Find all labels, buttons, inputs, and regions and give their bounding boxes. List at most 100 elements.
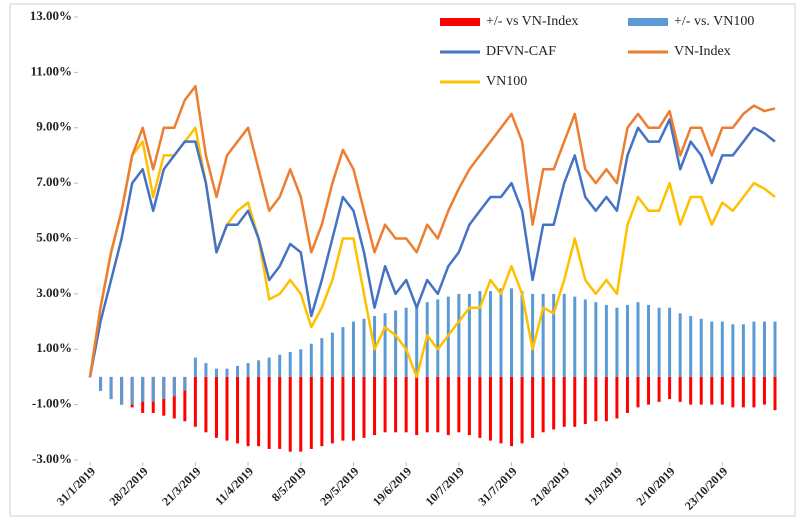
x-tick-label: 31/1/2019 (54, 464, 98, 508)
x-tick-label: 8/5/2019 (269, 464, 309, 504)
bar (657, 376, 661, 402)
bar (741, 376, 745, 408)
y-tick-label: -1.00% (32, 396, 72, 411)
bar (404, 307, 408, 377)
y-tick-label: 7.00% (36, 174, 72, 189)
bar (341, 327, 345, 377)
bar (204, 363, 208, 377)
bar (499, 376, 503, 444)
bar (604, 304, 608, 377)
bar (488, 291, 492, 377)
bar (267, 376, 271, 449)
legend-label: VN100 (486, 74, 527, 89)
bar (562, 293, 566, 377)
bar (214, 368, 218, 377)
bar (436, 376, 440, 433)
bar (573, 376, 577, 427)
bar (520, 291, 524, 377)
bar (541, 293, 545, 377)
bar (689, 316, 693, 377)
x-tick-label: 21/8/2019 (528, 464, 572, 508)
bar (773, 376, 777, 411)
bar (594, 302, 598, 377)
y-tick-label: 9.00% (36, 119, 72, 134)
bar (699, 318, 703, 377)
bar (320, 376, 324, 447)
bar (510, 288, 514, 377)
bar (552, 376, 556, 430)
x-tick-label: 28/2/2019 (106, 464, 150, 508)
bar (162, 376, 166, 400)
bar (636, 376, 640, 408)
bar (172, 376, 176, 419)
bar (246, 376, 250, 447)
bar (625, 376, 629, 413)
bar (488, 376, 492, 441)
bar (130, 376, 134, 405)
bar (236, 365, 240, 377)
bar (446, 376, 450, 436)
bar (604, 376, 608, 422)
bar (710, 321, 714, 377)
bar (309, 343, 313, 377)
bar (478, 376, 482, 438)
y-tick-label: 5.00% (36, 229, 72, 244)
bar (109, 376, 113, 400)
x-tick-label: 2/10/2019 (633, 464, 677, 508)
bar (183, 376, 187, 422)
bar (657, 307, 661, 377)
legend-label: +/- vs. VN100 (674, 14, 754, 29)
bar (562, 376, 566, 427)
bar (467, 376, 471, 436)
bar (267, 357, 271, 377)
bar (520, 376, 524, 444)
bar (88, 376, 92, 378)
bar (731, 324, 735, 377)
bar (204, 376, 208, 433)
x-tick-label: 11/4/2019 (212, 464, 256, 508)
bar (225, 368, 229, 377)
bar (647, 376, 651, 405)
bar (720, 376, 724, 405)
bar (678, 376, 682, 402)
bar (141, 376, 145, 402)
x-tick-label: 23/10/2019 (682, 464, 731, 513)
bar (246, 363, 250, 377)
bar (689, 376, 693, 405)
bar (625, 304, 629, 377)
bar (351, 376, 355, 441)
bar (615, 307, 619, 377)
bar (531, 376, 535, 438)
bar (394, 310, 398, 377)
bar (752, 321, 756, 377)
y-tick-label: 1.00% (36, 340, 72, 355)
bar (720, 321, 724, 377)
bar (330, 376, 334, 444)
bar (415, 376, 419, 436)
y-tick-label: 11.00% (30, 63, 72, 78)
bar (773, 321, 777, 377)
bar (415, 304, 419, 377)
bar (362, 318, 366, 377)
bar (383, 376, 387, 433)
bar (172, 376, 176, 397)
bar (699, 376, 703, 405)
line (88, 84, 776, 378)
bar (541, 376, 545, 433)
legend-label: VN-Index (674, 44, 731, 59)
bar (341, 376, 345, 441)
y-tick-label: -3.00% (32, 451, 72, 466)
bar (99, 376, 103, 391)
bar (647, 304, 651, 377)
bar (225, 376, 229, 441)
bar (320, 338, 324, 377)
bar (741, 324, 745, 377)
bar (299, 376, 303, 452)
chart-frame (9, 3, 796, 517)
x-tick-label: 19/6/2019 (370, 464, 414, 508)
bar (183, 376, 187, 391)
bar (762, 376, 766, 405)
bar (710, 376, 714, 405)
bar (467, 293, 471, 377)
